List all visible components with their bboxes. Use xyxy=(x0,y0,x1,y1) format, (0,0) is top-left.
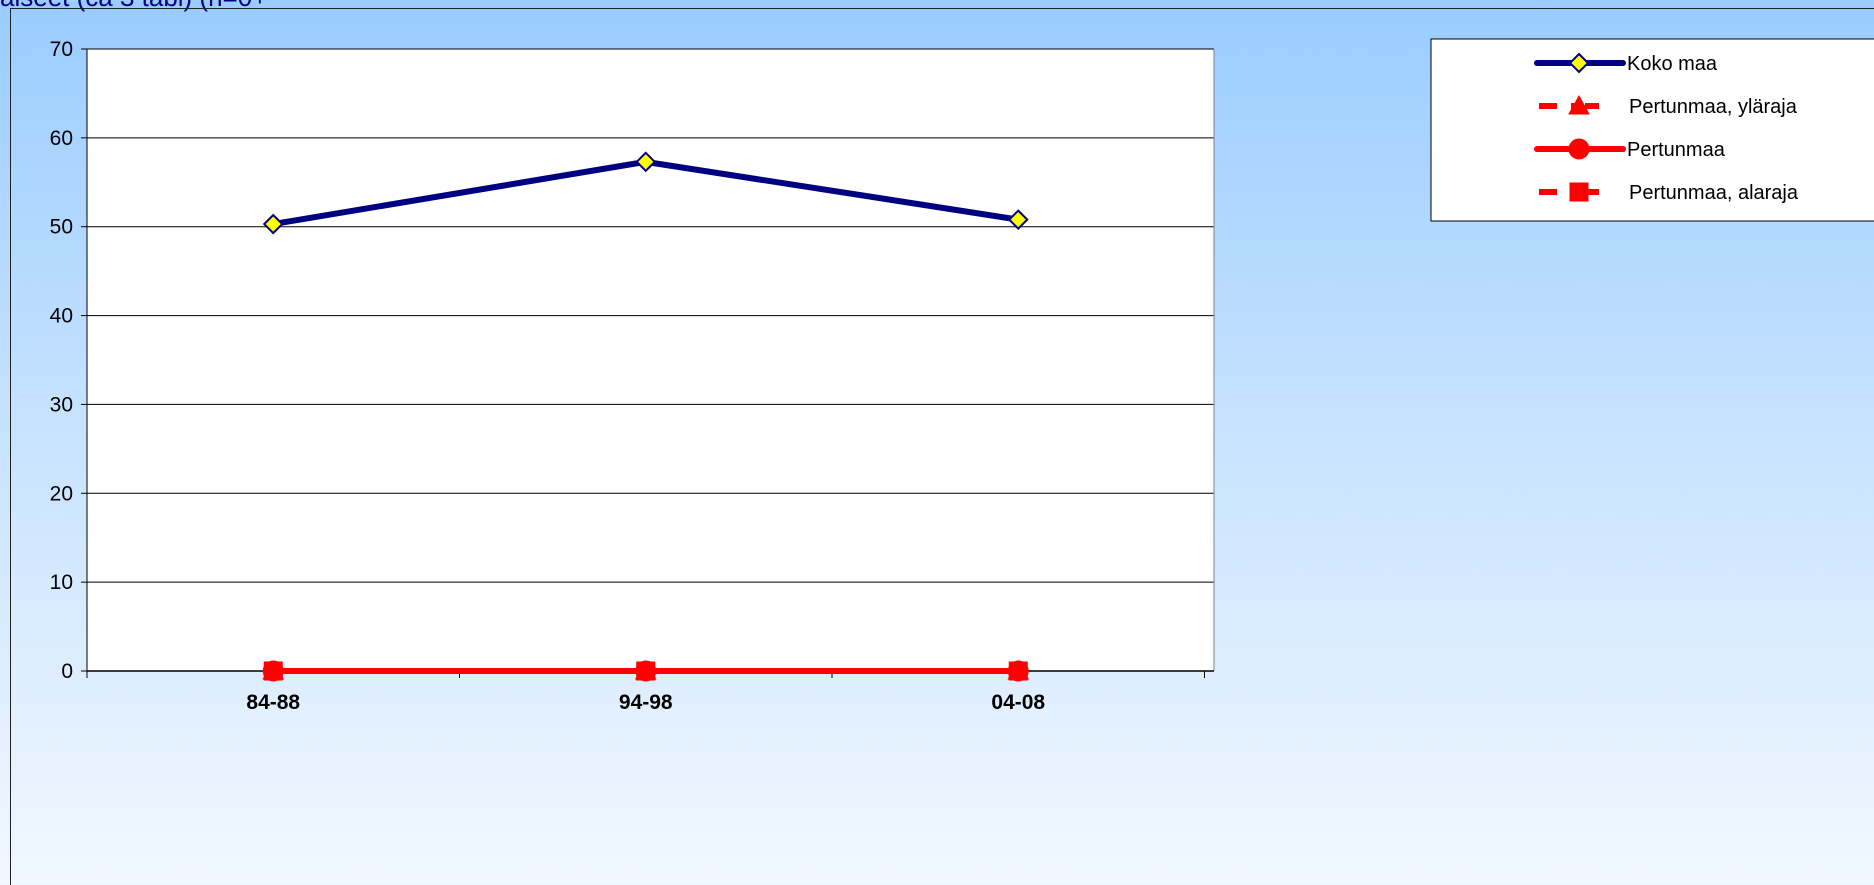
y-tick-label: 0 xyxy=(61,660,73,683)
y-tick-label: 10 xyxy=(50,571,73,594)
chart-frame: 0 10 20 30 40 50 60 70 84-88 94-98 04-08 Koko maa P… xyxy=(10,8,1874,885)
legend-label-koko-maa: Koko maa xyxy=(1627,53,1718,75)
data-point-koko-maa-04-08 xyxy=(1007,209,1029,231)
legend-box xyxy=(1430,38,1874,222)
legend: Koko maa Pertunmaa, yläraja Pertunmaa Pertu… xyxy=(1430,38,1874,222)
legend-entry-pertunmaa-yläraja: Pertunmaa, yläraja xyxy=(1539,94,1798,118)
plot-area xyxy=(87,49,1214,671)
legend-label-pertunmaa-alaraja: Pertunmaa, alaraja xyxy=(1629,182,1799,204)
legend-entry-pertunmaa-alaraja: Pertunmaa, alaraja xyxy=(1539,182,1799,204)
legend-label-pertunmaa-yläraja: Pertunmaa, yläraja xyxy=(1629,96,1798,118)
legend-marker-koko-maa xyxy=(1568,52,1590,74)
legend-marker-pertunmaa xyxy=(1568,138,1590,160)
x-tick-label: 04-08 xyxy=(991,691,1045,714)
y-tick-label: 40 xyxy=(50,305,73,328)
series-pertunmaa xyxy=(262,660,1029,682)
legend-label-pertunmaa: Pertunmaa xyxy=(1627,139,1726,161)
series-koko-maa xyxy=(262,151,1029,235)
data-point-pertunmaa-04-08 xyxy=(1007,660,1029,682)
data-point-koko-maa-94-98 xyxy=(635,151,657,173)
data-point-koko-maa-84-88 xyxy=(262,213,284,235)
y-tick-label: 60 xyxy=(50,127,73,150)
y-tick-label: 50 xyxy=(50,216,73,239)
y-tick-label: 70 xyxy=(50,38,73,61)
y-tick-label: 30 xyxy=(50,393,73,416)
x-tick-label: 94-98 xyxy=(619,691,673,714)
series xyxy=(262,151,1030,682)
x-tick-label: 84-88 xyxy=(246,691,300,714)
legend-marker-pertunmaa-yläraja xyxy=(1568,94,1590,115)
data-point-pertunmaa-84-88 xyxy=(262,660,284,682)
line-chart: 0 10 20 30 40 50 60 70 84-88 94-98 04-08 Koko maa P… xyxy=(50,38,1874,714)
axes: 0 10 20 30 40 50 60 70 84-88 94-98 04-08 xyxy=(50,38,1215,714)
y-tick-label: 20 xyxy=(50,482,73,505)
legend-entry-koko-maa: Koko maa xyxy=(1534,52,1718,75)
legend-marker-pertunmaa-alaraja xyxy=(1569,182,1589,202)
data-point-pertunmaa-94-98 xyxy=(635,660,657,682)
legend-entry-pertunmaa: Pertunmaa xyxy=(1534,138,1726,161)
page-title: aiseet (ca 3 tabl) (n=0+ xyxy=(0,0,267,13)
